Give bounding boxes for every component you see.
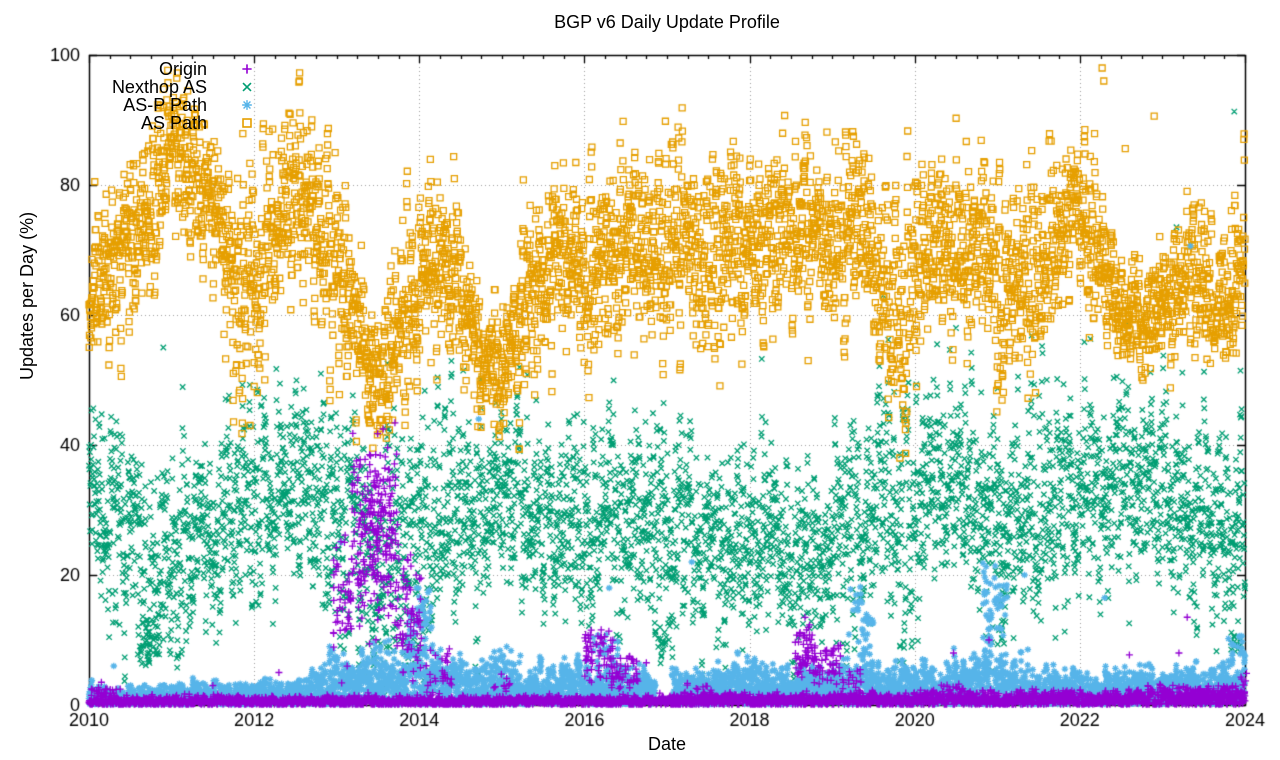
legend-row-as-path: AS Path (0, 114, 260, 132)
legend-row-origin: Origin (0, 60, 260, 78)
legend: Origin Nexthop AS AS-P Path (0, 60, 260, 132)
legend-row-nexthop-as: Nexthop AS (0, 78, 260, 96)
chart-title: BGP v6 Daily Update Profile (554, 12, 780, 32)
aspath-square-marker-icon (240, 116, 254, 130)
legend-label-nexthop-as: Nexthop AS (111, 77, 207, 97)
x-axis-label: Date (647, 734, 687, 754)
legend-row-asp-path: AS-P Path (0, 96, 260, 114)
legend-label-as-path: AS Path (140, 113, 207, 133)
origin-plus-marker-icon (240, 62, 254, 76)
asp-asterisk-marker-icon (240, 98, 254, 112)
legend-label-asp-path: AS-P Path (123, 95, 207, 115)
nexthop-cross-marker-icon (240, 80, 254, 94)
legend-label-origin: Origin (158, 59, 207, 79)
